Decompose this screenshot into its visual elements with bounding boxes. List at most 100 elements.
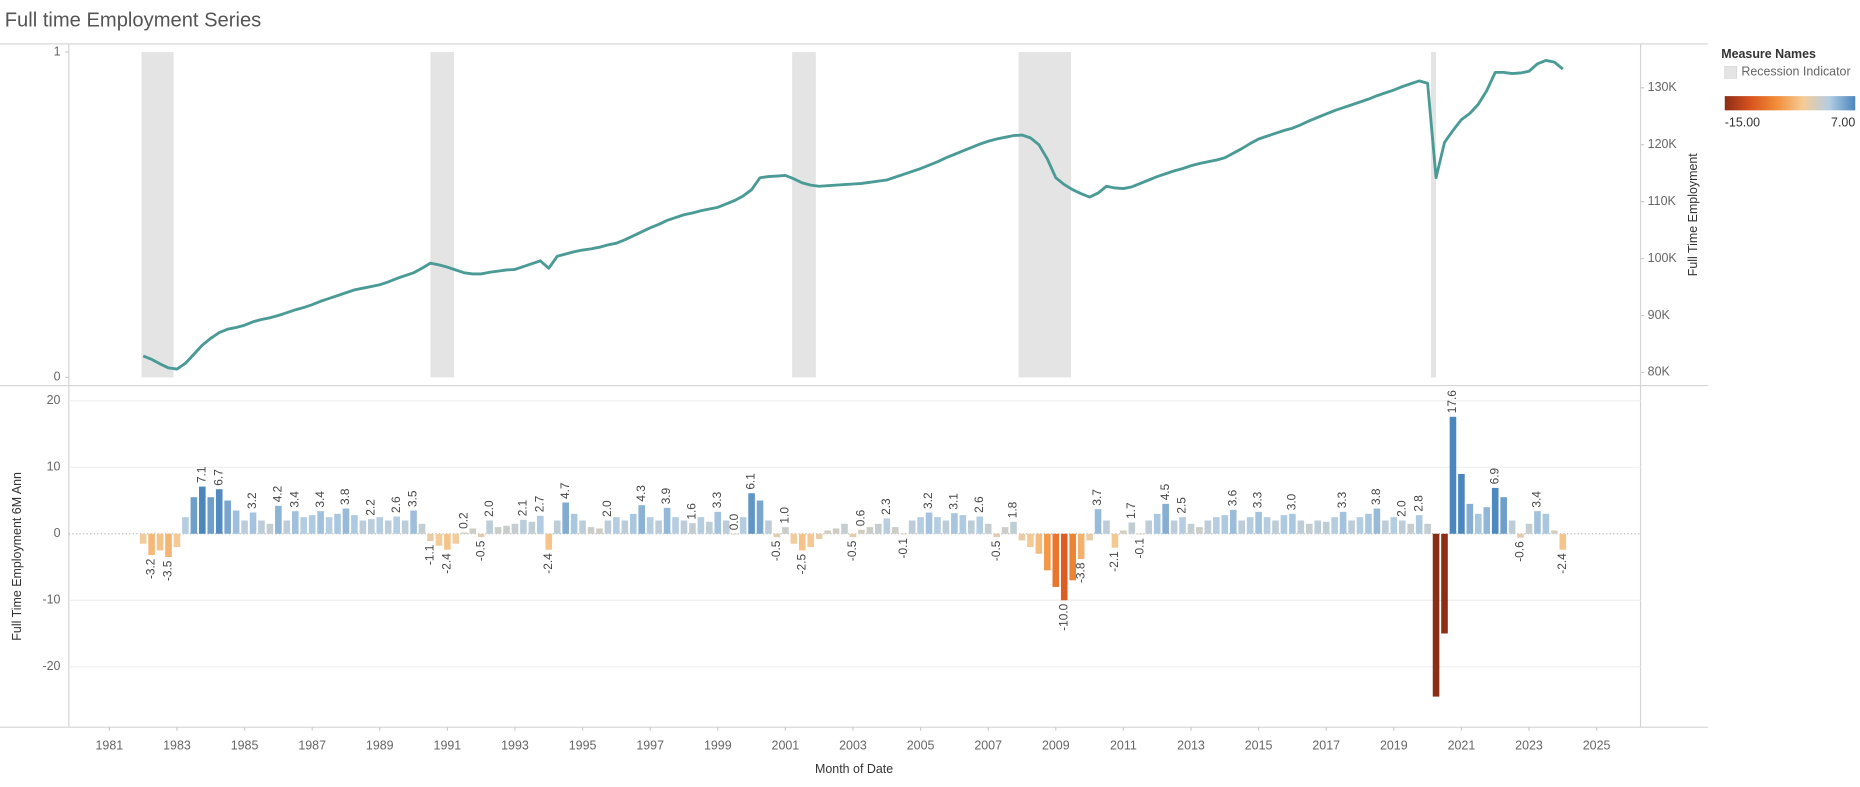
data-label: 2.8 <box>1411 495 1425 512</box>
bar <box>587 527 595 534</box>
y-axis-title: Full Time Employment 6M Ann <box>10 472 24 641</box>
bar <box>1255 511 1262 534</box>
data-label: 2.7 <box>532 496 546 512</box>
bar <box>1306 523 1313 534</box>
bar <box>528 521 536 534</box>
bar <box>1542 513 1550 534</box>
data-label: -0.6 <box>1513 541 1527 562</box>
data-label: 0.0 <box>727 513 741 530</box>
data-label: 3.0 <box>1285 493 1299 510</box>
y2-tick-label: 130K <box>1648 80 1678 94</box>
bar <box>1331 517 1338 534</box>
data-label: 2.6 <box>972 496 986 513</box>
x-tick-label: 1989 <box>366 738 394 752</box>
bar <box>258 520 265 534</box>
bar <box>1069 533 1076 581</box>
data-label: 4.7 <box>558 482 572 499</box>
data-label: 3.3 <box>1251 491 1265 508</box>
legend-label: Recession Indicator <box>1741 65 1850 79</box>
bar <box>1432 533 1440 697</box>
data-label: 1.0 <box>778 507 792 524</box>
y2-tick-label: 80K <box>1648 365 1671 379</box>
bar <box>706 521 713 534</box>
bar <box>917 517 924 534</box>
x-tick-label: 1991 <box>434 738 462 752</box>
bar <box>875 523 882 534</box>
bar <box>951 513 958 534</box>
x-tick-label: 2017 <box>1312 738 1340 752</box>
y-tick-label: 10 <box>47 460 61 474</box>
bar <box>900 533 907 535</box>
bar <box>604 520 612 534</box>
data-label: -0.5 <box>473 540 487 561</box>
bar <box>300 517 308 534</box>
data-label: -2.5 <box>794 554 808 575</box>
bar <box>1365 513 1372 534</box>
data-label: 0.6 <box>854 509 868 526</box>
bar <box>655 520 662 534</box>
bar <box>190 497 198 534</box>
data-label: -0.5 <box>769 540 783 561</box>
data-label: 3.4 <box>1530 491 1544 508</box>
data-label: 2.3 <box>879 498 893 515</box>
bar <box>435 533 443 546</box>
bar <box>1018 533 1026 541</box>
bar <box>368 519 375 534</box>
bar <box>1449 416 1457 534</box>
bar <box>824 530 831 534</box>
bar <box>1441 533 1448 634</box>
bar <box>494 527 502 534</box>
bar <box>1475 513 1482 534</box>
bar <box>739 517 747 534</box>
data-label: 3.8 <box>1369 488 1383 505</box>
chart-title: Full time Employment Series <box>5 10 262 32</box>
y2-tick-label: 110K <box>1648 194 1677 208</box>
bar <box>680 520 688 534</box>
bar <box>891 527 899 534</box>
bar <box>672 517 679 534</box>
bar <box>1390 517 1398 534</box>
bar <box>925 512 933 534</box>
bar <box>1525 523 1533 534</box>
bar <box>553 520 561 534</box>
bar <box>1229 509 1237 534</box>
data-label: 1.8 <box>1006 501 1020 518</box>
bar <box>418 523 426 534</box>
bar <box>1280 515 1288 534</box>
data-label: 2.6 <box>389 496 403 513</box>
data-label: -2.4 <box>440 553 454 574</box>
bar <box>334 513 341 534</box>
bar <box>1204 520 1212 534</box>
bar <box>613 517 620 534</box>
bar <box>148 533 155 556</box>
data-label: 3.7 <box>1090 489 1104 505</box>
bar <box>579 520 586 534</box>
x-tick-label: 2005 <box>907 738 935 752</box>
x-tick-label: 2025 <box>1583 738 1611 752</box>
bar <box>1120 530 1127 534</box>
data-label: -2.1 <box>1107 551 1121 572</box>
bar <box>1213 517 1220 534</box>
x-tick-label: 2015 <box>1245 738 1273 752</box>
bar <box>1314 520 1322 534</box>
bar <box>697 517 705 534</box>
bar <box>1517 533 1524 538</box>
bar <box>1010 521 1017 534</box>
bar <box>807 533 815 548</box>
bar <box>748 493 755 534</box>
bar <box>199 486 206 534</box>
bar <box>325 517 333 534</box>
data-label: 3.5 <box>406 490 420 507</box>
data-label: 7.1 <box>194 466 208 483</box>
y-tick-label: -20 <box>43 659 61 673</box>
data-label: -0.5 <box>845 540 859 561</box>
x-tick-label: 1995 <box>569 738 597 752</box>
bar <box>1044 533 1051 571</box>
bar <box>790 533 798 544</box>
data-label: 3.1 <box>947 493 961 510</box>
data-label: -2.4 <box>1555 553 1569 574</box>
bar <box>1500 497 1507 534</box>
x-tick-label: 2009 <box>1042 738 1070 752</box>
data-label: -0.1 <box>1132 538 1146 559</box>
bar <box>1483 507 1491 534</box>
